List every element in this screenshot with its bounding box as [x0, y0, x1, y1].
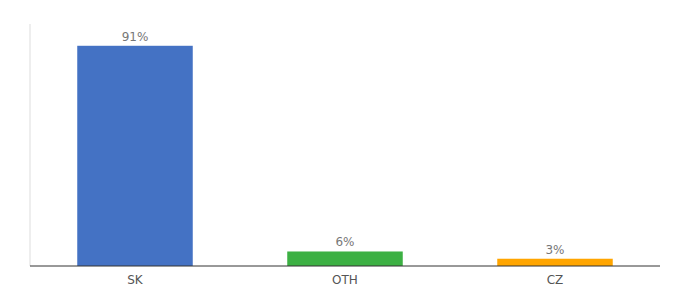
data-label: 91%	[122, 30, 149, 44]
data-label: 6%	[335, 235, 354, 249]
bars	[77, 46, 613, 266]
bar	[287, 251, 403, 266]
y-axis-line	[30, 24, 31, 266]
data-label: 3%	[545, 243, 564, 257]
x-tick-label: CZ	[547, 273, 564, 287]
bar	[77, 46, 193, 266]
chart-svg: 91% 6% 3% SK OTH CZ	[0, 0, 680, 300]
x-axis-line	[30, 266, 660, 267]
x-tick-label: OTH	[332, 273, 358, 287]
chart-container: 91% 6% 3% SK OTH CZ	[0, 0, 680, 300]
bar	[497, 259, 613, 266]
x-tick-label: SK	[127, 273, 144, 287]
